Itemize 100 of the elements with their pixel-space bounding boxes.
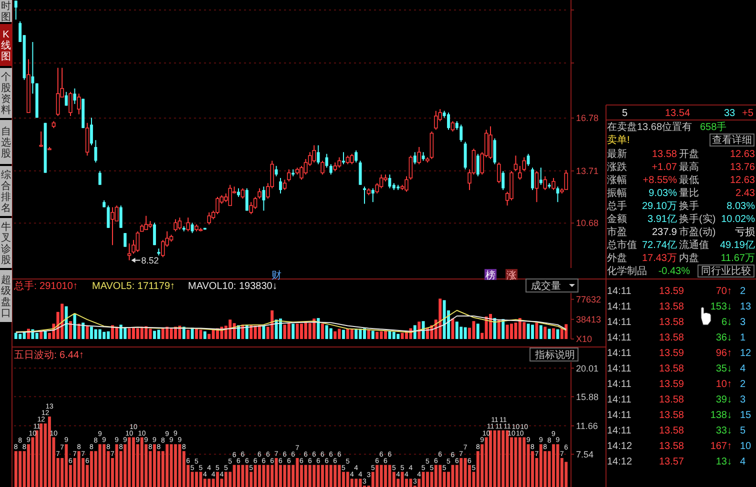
y-tick-label: 7.54 [576, 449, 594, 460]
text: 成交量 [531, 280, 561, 292]
bar [254, 326, 257, 339]
y-tick-label: 77632 [576, 294, 602, 304]
bar [484, 316, 488, 339]
candlestick [262, 186, 266, 212]
bar [544, 326, 547, 339]
bar [270, 310, 274, 339]
text: 外盘 17.43万 内盘 11.67万 [607, 253, 755, 264]
candlestick [408, 155, 413, 180]
bar [539, 325, 542, 339]
bar [190, 328, 194, 339]
bar [526, 324, 530, 339]
bar [388, 330, 392, 339]
bar [548, 328, 551, 339]
text: 个股资料 [1, 71, 11, 116]
bar [312, 318, 316, 339]
bar [376, 332, 379, 339]
text: 总手: 291010↑ [13, 280, 78, 292]
bar [148, 328, 152, 339]
text: MAVOL5: 171179↑ [92, 281, 176, 292]
candlestick [240, 188, 245, 200]
text: 14:12 13.58 167↑ 10 [607, 441, 752, 452]
bar [380, 331, 383, 339]
candlestick [64, 91, 68, 106]
y-tick-label: 11.66 [576, 420, 598, 431]
bar [560, 328, 564, 339]
candlestick [404, 176, 408, 192]
annotation: 8.52 [141, 255, 159, 266]
text: MAVOL10: 193830↓ [188, 281, 278, 292]
bar [502, 319, 505, 339]
candlestick [94, 140, 98, 163]
bar [161, 328, 164, 339]
candlestick [228, 184, 232, 206]
text: 最新 13.58 开盘 12.63 [607, 149, 755, 160]
bar [455, 322, 458, 339]
bar [493, 318, 496, 339]
candlestick [312, 144, 316, 163]
bar [552, 328, 555, 339]
candlestick [287, 168, 291, 182]
bar [400, 332, 404, 339]
bar [384, 330, 387, 339]
candlestick [316, 144, 320, 165]
text: 14:11 13.59 96↑ 12 [607, 348, 752, 359]
bar [518, 318, 522, 339]
text: 牛叉诊股 [1, 221, 11, 266]
text: 卖单! 查看详细 [607, 135, 752, 146]
bar [98, 329, 102, 339]
bar [18, 334, 22, 339]
bar [64, 306, 68, 339]
candlestick [68, 91, 72, 117]
bar [300, 324, 303, 339]
bar [128, 328, 131, 339]
bar [102, 332, 106, 339]
y-tick-label: 13.71 [576, 166, 599, 176]
bar [279, 318, 282, 339]
candlestick [413, 152, 416, 165]
bar [157, 330, 160, 339]
bar [396, 334, 400, 339]
text: 综合排名 [1, 169, 11, 214]
candlestick [190, 222, 194, 234]
bar [69, 321, 72, 339]
bar [199, 330, 202, 339]
text: 自选股 [1, 126, 11, 160]
bar [195, 328, 198, 339]
bar [316, 318, 320, 339]
y-tick-label: 15.88 [576, 392, 599, 402]
candlestick [450, 120, 455, 132]
bar [140, 326, 144, 339]
candlestick [174, 218, 178, 232]
candlestick [447, 112, 450, 130]
bar [418, 322, 421, 339]
bar [203, 331, 206, 339]
candlestick [274, 165, 278, 177]
bar [489, 314, 492, 339]
bar [413, 325, 416, 339]
text: 14:11 13.58 6↓ 3 [607, 317, 746, 328]
bar [115, 326, 118, 339]
bar [144, 326, 148, 339]
candlestick [90, 117, 93, 146]
text: 总市值 72.74亿 流通值 49.19亿 [606, 239, 755, 251]
candlestick [110, 206, 114, 246]
bar [262, 325, 266, 339]
text: 14:11 13.58 153↓ 13 [607, 302, 752, 312]
candlestick [502, 170, 505, 191]
candlestick [371, 188, 374, 203]
candlestick [14, 0, 18, 20]
y-tick-label: 20.01 [576, 363, 599, 374]
candlestick [144, 215, 148, 230]
bar [464, 327, 467, 339]
candlestick [526, 153, 530, 166]
candlestick [556, 186, 560, 203]
bar [510, 324, 513, 339]
candlestick [488, 126, 492, 160]
bar [44, 330, 47, 339]
text: 14:11 13.59 70↑ 2 [607, 286, 746, 297]
bar [35, 332, 38, 339]
bar [106, 331, 110, 339]
bar [124, 328, 127, 339]
bar [296, 324, 299, 339]
